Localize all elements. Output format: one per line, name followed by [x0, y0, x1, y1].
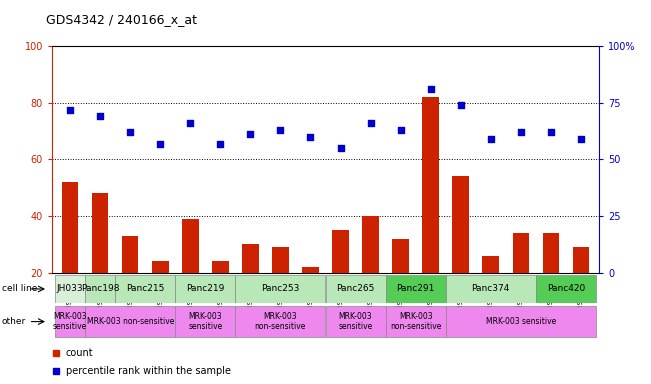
Point — [546, 129, 556, 135]
Bar — [422, 97, 439, 329]
Bar — [512, 233, 529, 329]
Bar — [175, 275, 236, 303]
Text: MRK-003
sensitive: MRK-003 sensitive — [188, 312, 223, 331]
Bar — [542, 233, 559, 329]
Bar — [55, 306, 85, 337]
Text: count: count — [66, 348, 93, 358]
Bar — [446, 306, 596, 337]
Text: Panc420: Panc420 — [547, 285, 585, 293]
Bar — [302, 267, 319, 329]
Text: cell line: cell line — [2, 285, 37, 293]
Text: JH033: JH033 — [57, 285, 83, 293]
Bar — [115, 275, 175, 303]
Text: Panc265: Panc265 — [337, 285, 375, 293]
Text: Panc253: Panc253 — [261, 285, 299, 293]
Bar — [573, 247, 589, 329]
Text: MRK-003
sensitive: MRK-003 sensitive — [53, 312, 87, 331]
Point — [215, 141, 225, 147]
Text: Panc291: Panc291 — [396, 285, 435, 293]
Text: other: other — [2, 317, 26, 326]
Point — [95, 113, 105, 119]
Text: GDS4342 / 240166_x_at: GDS4342 / 240166_x_at — [46, 13, 197, 26]
Point — [486, 136, 496, 142]
Point — [516, 129, 526, 135]
Bar — [242, 244, 258, 329]
Bar — [452, 176, 469, 329]
Text: Panc219: Panc219 — [186, 285, 225, 293]
Bar — [326, 306, 385, 337]
Bar — [152, 261, 169, 329]
Bar — [212, 261, 229, 329]
Bar — [272, 247, 288, 329]
Text: MRK-003 non-sensitive: MRK-003 non-sensitive — [87, 317, 174, 326]
Bar — [122, 236, 139, 329]
Bar — [393, 238, 409, 329]
Point — [305, 134, 316, 140]
Bar — [446, 275, 536, 303]
Point — [125, 129, 135, 135]
Bar — [62, 182, 78, 329]
Point — [335, 145, 346, 151]
Bar — [385, 306, 446, 337]
Text: MRK-003
non-sensitive: MRK-003 non-sensitive — [255, 312, 306, 331]
Point — [395, 127, 406, 133]
Text: Panc374: Panc374 — [471, 285, 510, 293]
Bar — [182, 219, 199, 329]
Text: MRK-003
sensitive: MRK-003 sensitive — [339, 312, 372, 331]
Point — [275, 127, 286, 133]
Point — [155, 141, 165, 147]
Bar — [536, 275, 596, 303]
Bar — [85, 275, 115, 303]
Text: Panc215: Panc215 — [126, 285, 165, 293]
Point — [575, 136, 586, 142]
Point — [65, 106, 76, 113]
Bar — [236, 275, 326, 303]
Bar — [85, 306, 175, 337]
Bar — [385, 275, 446, 303]
Point — [245, 131, 256, 137]
Point — [426, 86, 436, 92]
Bar — [175, 306, 236, 337]
Text: MRK-003
non-sensitive: MRK-003 non-sensitive — [390, 312, 441, 331]
Bar — [482, 256, 499, 329]
Text: Panc198: Panc198 — [81, 285, 119, 293]
Bar — [332, 230, 349, 329]
Bar — [363, 216, 379, 329]
Point — [456, 102, 466, 108]
Bar — [55, 275, 85, 303]
Text: percentile rank within the sample: percentile rank within the sample — [66, 366, 230, 376]
Bar — [326, 275, 385, 303]
Bar — [236, 306, 326, 337]
Point — [185, 120, 195, 126]
Text: MRK-003 sensitive: MRK-003 sensitive — [486, 317, 556, 326]
Point — [365, 120, 376, 126]
Bar — [92, 194, 109, 329]
